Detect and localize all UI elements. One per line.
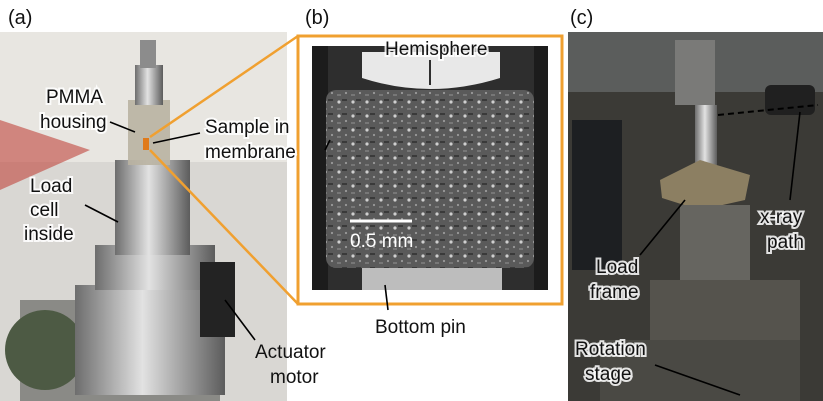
annotation: Bottom pin: [375, 317, 466, 338]
annotation: Actuator: [255, 342, 326, 363]
annotation: 0.5 mm: [350, 231, 413, 252]
annotation: Sample in: [205, 117, 290, 138]
annotation: membrane: [205, 142, 296, 163]
panel-label: (a): [8, 7, 32, 29]
figure: (a) (b) (c) PMMA housing Sample in membr…: [0, 0, 823, 401]
annotation: Load: [596, 257, 638, 278]
annotation: stage: [585, 364, 631, 385]
annotation: housing: [40, 112, 107, 133]
annotation: frame: [590, 282, 639, 303]
annotation: Load: [30, 176, 72, 197]
annotation: Rotation: [575, 339, 646, 360]
panel-label: (c): [570, 7, 593, 29]
annotation: inside: [24, 224, 74, 245]
annotation: x-ray: [760, 207, 803, 228]
annotation: path: [767, 232, 804, 253]
panel-label: (b): [305, 7, 329, 29]
annotation: Hemisphere: [385, 39, 487, 60]
annotation: cell: [30, 200, 59, 221]
annotation: PMMA: [46, 87, 103, 108]
annotation: motor: [270, 367, 319, 388]
